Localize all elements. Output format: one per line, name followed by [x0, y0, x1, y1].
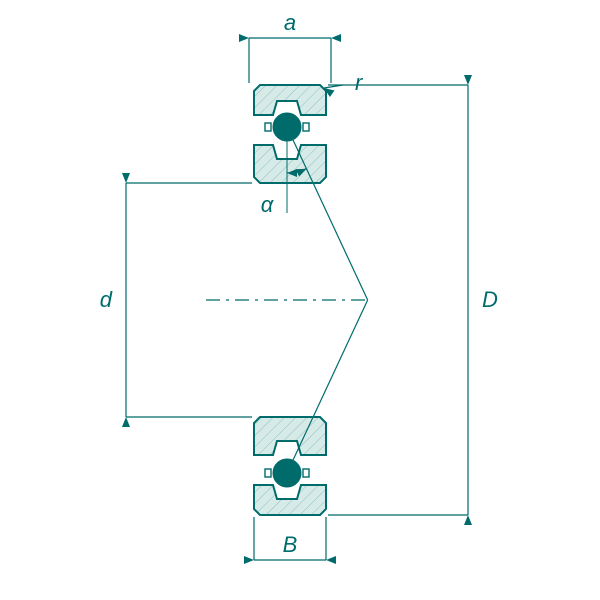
- contact-line: [287, 300, 368, 473]
- cage: [303, 469, 309, 477]
- arrowhead: [122, 417, 130, 427]
- arrowhead: [122, 173, 130, 183]
- cage: [265, 469, 271, 477]
- label-B: B: [283, 532, 298, 557]
- label-a: a: [284, 10, 296, 35]
- arrowhead: [244, 556, 254, 564]
- contact-line: [287, 127, 368, 300]
- bearing-diagram: α a r Dd B: [0, 0, 600, 600]
- label-d: d: [100, 287, 113, 312]
- arrowhead: [331, 34, 341, 42]
- arrowhead: [464, 75, 472, 85]
- label-D: D: [482, 287, 498, 312]
- label-alpha: α: [261, 192, 275, 217]
- cage: [265, 123, 271, 131]
- arrowhead: [464, 515, 472, 525]
- label-r: r: [355, 70, 364, 95]
- cage: [303, 123, 309, 131]
- arrowhead: [239, 34, 249, 42]
- arrowhead: [326, 556, 336, 564]
